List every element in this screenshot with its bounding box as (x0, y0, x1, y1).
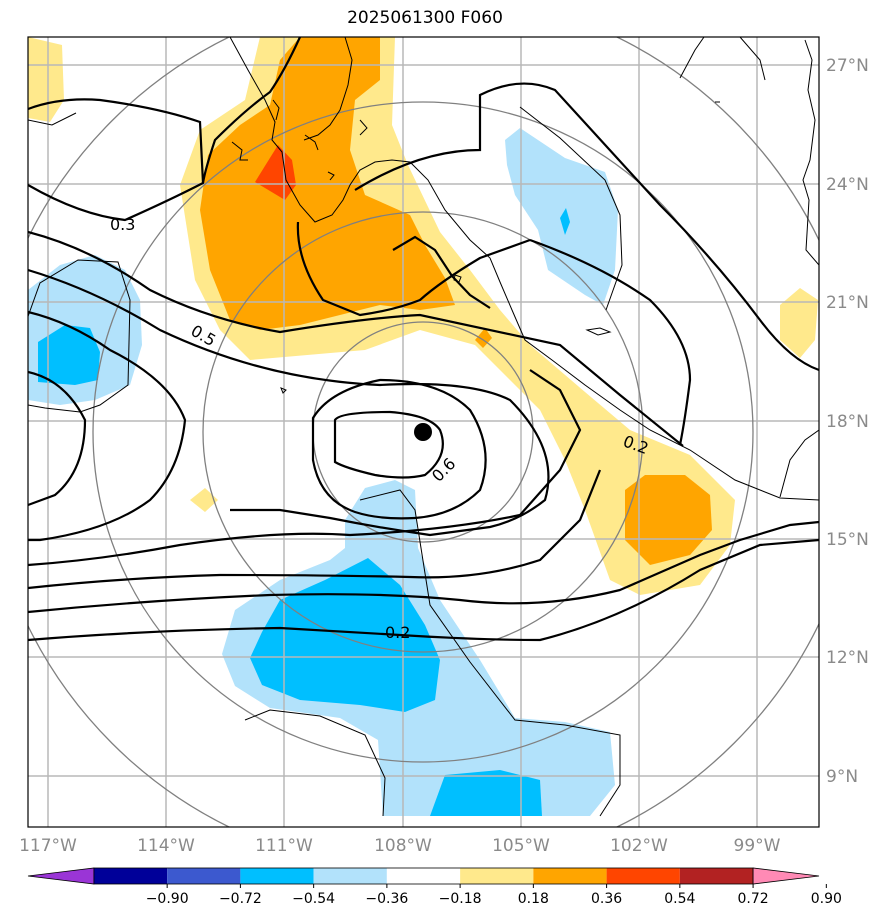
lat-label-15: 15°N (826, 530, 869, 550)
lat-label-18: 18°N (826, 412, 869, 432)
contour-lines (28, 37, 819, 642)
lon-label-102: 102°W (610, 836, 668, 856)
colorbar-tick-label: −0.72 (219, 891, 262, 907)
map-title: 2025061300 F060 (347, 8, 503, 28)
range-rings (28, 37, 819, 827)
lat-label-12: 12°N (826, 648, 869, 668)
contour-label-1: 0.3 (110, 215, 135, 234)
lat-label-21: 21°N (826, 293, 869, 313)
colorbar-tick-label: 0.72 (737, 891, 768, 907)
longitude-labels: 117°W 114°W 111°W 108°W 105°W 102°W 99°W (19, 836, 781, 856)
lat-label-24: 24°N (826, 175, 869, 195)
colorbar-box (93, 868, 168, 884)
latitude-labels: 27°N 24°N 21°N 18°N 15°N 12°N 9°N (826, 56, 869, 787)
colorbar-tick-label: 0.54 (664, 891, 695, 907)
lat-lon-grid (28, 37, 819, 827)
lat-label-9: 9°N (826, 767, 858, 787)
colorbar-tick-label: −0.90 (146, 891, 189, 907)
lon-label-111: 111°W (255, 836, 313, 856)
colorbar-box (313, 868, 387, 884)
contour-label-3: 0.6 (428, 454, 459, 485)
positive-anomaly-strong (255, 145, 296, 200)
colorbar-box (606, 868, 680, 884)
lon-label-105: 105°W (492, 836, 550, 856)
colorbar-extend-min (27, 867, 95, 885)
colorbar-box (167, 868, 241, 884)
colorbar-tick-label: −0.18 (439, 891, 482, 907)
colorbar-tick-label: 0.36 (591, 891, 622, 907)
lon-label-117: 117°W (19, 836, 77, 856)
lat-label-27: 27°N (826, 56, 869, 76)
lon-label-99: 99°W (734, 836, 781, 856)
colorbar: −0.90 −0.72 −0.54 −0.36 −0.18 0.18 0.36 0.54 0.7… (27, 867, 842, 907)
contour-label-2: 0.5 (188, 321, 220, 350)
colorbar-box (386, 868, 461, 884)
colorbar-box (533, 868, 607, 884)
colorbar-tick-label: 0.90 (811, 891, 842, 907)
contour-label-5: 0.2 (385, 623, 410, 642)
colorbar-box (679, 868, 754, 884)
colorbar-tick-label: 0.18 (518, 891, 549, 907)
map-frame (27, 36, 820, 828)
lon-label-108: 108°W (374, 836, 432, 856)
lon-label-114: 114°W (137, 836, 195, 856)
colorbar-tick-label: −0.36 (365, 891, 408, 907)
storm-center (414, 423, 432, 441)
colorbar-tick-label: −0.54 (292, 891, 335, 907)
colorbar-box (460, 868, 534, 884)
colorbar-extend-max (752, 867, 820, 885)
colorbar-frame (93, 867, 754, 885)
colorbar-box (240, 868, 314, 884)
